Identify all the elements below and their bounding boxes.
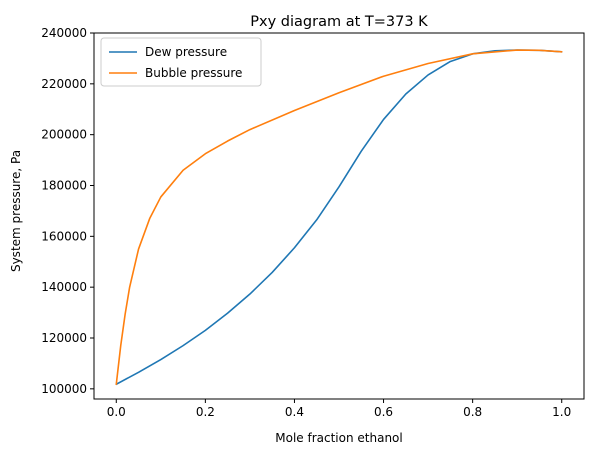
y-tick-label: 140000 [41,280,87,294]
y-axis-label: System pressure, Pa [9,150,23,272]
legend: Dew pressure Bubble pressure [100,37,262,87]
y-tick-label: 220000 [41,77,87,91]
x-tick-label: 0.4 [285,405,304,419]
y-tick-label: 160000 [41,229,87,243]
y-tick-label: 240000 [41,26,87,40]
y-tick-label: 200000 [41,128,87,142]
y-tick-label: 120000 [41,331,87,345]
series-line-bubble-pressure [115,49,563,386]
legend-box [100,37,262,87]
x-tick-label: 0.0 [107,405,126,419]
axis-ticks: 0.0 0.2 0.4 0.6 0.8 1.0 100000 120000 140000 1600… [41,26,571,419]
x-tick-label: 0.6 [374,405,393,419]
chart-title: Pxy diagram at T=373 K [250,14,428,30]
axes-frame [93,32,585,400]
series-line-dew-pressure [115,49,563,386]
x-tick-label: 0.2 [196,405,215,419]
plot-area [115,49,563,386]
x-tick-label: 1.0 [552,405,571,419]
legend-entry: Dew pressure [145,45,227,59]
y-tick-label: 100000 [41,382,87,396]
legend-entry: Bubble pressure [145,66,242,80]
x-axis-label: Mole fraction ethanol [275,431,402,445]
x-tick-label: 0.8 [463,405,482,419]
y-tick-label: 180000 [41,179,87,193]
